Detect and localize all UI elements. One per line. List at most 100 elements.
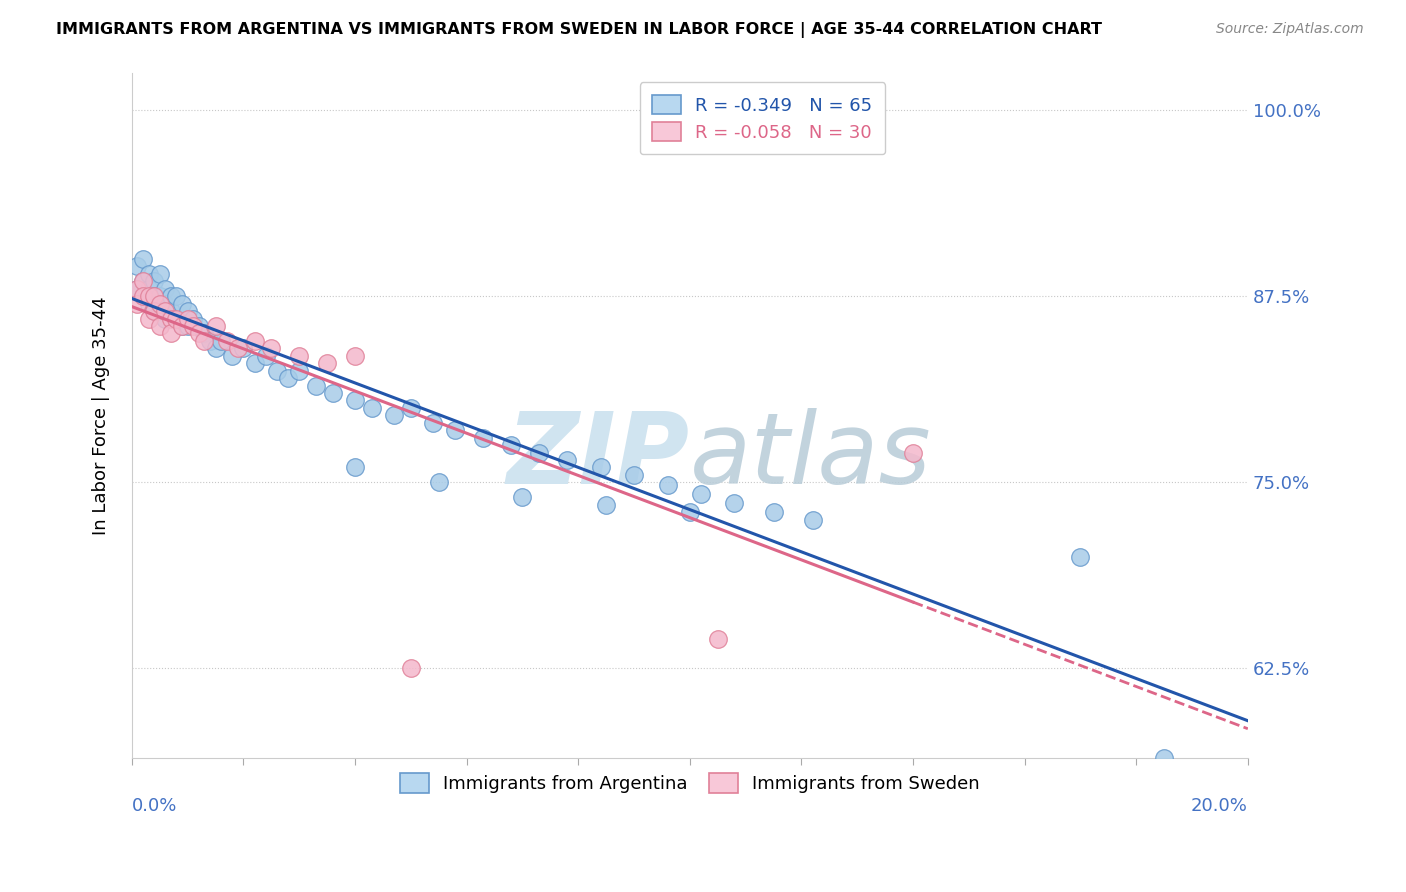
Point: [181, 318, 204, 333]
Point: [444, 423, 467, 437]
Point: [138, 282, 160, 296]
Point: [204, 318, 226, 333]
Point: [344, 349, 367, 363]
Legend: Immigrants from Argentina, Immigrants from Sweden: Immigrants from Argentina, Immigrants fr…: [392, 765, 987, 800]
Point: [160, 311, 183, 326]
Point: [382, 409, 405, 423]
Point: [305, 378, 328, 392]
Point: [149, 289, 172, 303]
Point: [132, 289, 155, 303]
Point: [176, 318, 198, 333]
Point: [166, 311, 188, 326]
Point: [127, 296, 149, 310]
Point: [138, 289, 160, 303]
Point: [288, 349, 311, 363]
Point: [427, 475, 450, 490]
Text: IMMIGRANTS FROM ARGENTINA VS IMMIGRANTS FROM SWEDEN IN LABOR FORCE | AGE 35-44 C: IMMIGRANTS FROM ARGENTINA VS IMMIGRANTS …: [56, 22, 1102, 38]
Point: [132, 289, 155, 303]
Point: [132, 274, 155, 288]
Point: [723, 496, 745, 510]
Point: [215, 334, 238, 348]
Point: [143, 289, 166, 303]
Point: [243, 334, 266, 348]
Point: [243, 356, 266, 370]
Point: [155, 296, 177, 310]
Point: [170, 318, 193, 333]
Point: [555, 453, 578, 467]
Point: [288, 364, 311, 378]
Point: [193, 334, 215, 348]
Point: [155, 311, 177, 326]
Point: [260, 342, 283, 356]
Point: [138, 296, 160, 310]
Point: [266, 364, 288, 378]
Point: [143, 274, 166, 288]
Point: [166, 311, 188, 326]
Point: [193, 326, 215, 341]
Point: [187, 318, 209, 333]
Point: [344, 460, 367, 475]
Point: [762, 505, 785, 519]
Point: [316, 356, 339, 370]
Point: [166, 289, 188, 303]
Point: [127, 260, 149, 274]
Point: [1153, 750, 1175, 764]
Point: [149, 318, 172, 333]
Point: [143, 304, 166, 318]
Text: atlas: atlas: [690, 408, 931, 505]
Point: [1069, 549, 1091, 564]
Point: [679, 505, 702, 519]
Point: [472, 431, 495, 445]
Point: [160, 326, 183, 341]
Point: [132, 274, 155, 288]
Point: [170, 318, 193, 333]
Point: [138, 267, 160, 281]
Point: [187, 326, 209, 341]
Point: [901, 445, 924, 459]
Point: [160, 304, 183, 318]
Point: [149, 296, 172, 310]
Point: [149, 267, 172, 281]
Point: [155, 282, 177, 296]
Text: 0.0%: 0.0%: [132, 797, 177, 814]
Point: [143, 289, 166, 303]
Point: [127, 282, 149, 296]
Text: 20.0%: 20.0%: [1191, 797, 1249, 814]
Point: [138, 311, 160, 326]
Point: [221, 349, 243, 363]
Point: [149, 304, 172, 318]
Point: [132, 252, 155, 266]
Point: [595, 498, 617, 512]
Point: [138, 289, 160, 303]
Point: [706, 632, 728, 646]
Point: [232, 342, 254, 356]
Point: [623, 467, 645, 482]
Text: ZIP: ZIP: [506, 408, 690, 505]
Point: [801, 512, 824, 526]
Point: [399, 661, 422, 675]
Point: [527, 445, 550, 459]
Point: [226, 342, 249, 356]
Point: [657, 478, 679, 492]
Point: [254, 349, 277, 363]
Point: [422, 416, 444, 430]
Point: [360, 401, 382, 415]
Y-axis label: In Labor Force | Age 35-44: In Labor Force | Age 35-44: [93, 296, 110, 534]
Point: [155, 304, 177, 318]
Point: [160, 289, 183, 303]
Point: [176, 311, 198, 326]
Point: [170, 296, 193, 310]
Point: [176, 304, 198, 318]
Point: [143, 304, 166, 318]
Point: [209, 334, 232, 348]
Point: [204, 342, 226, 356]
Point: [277, 371, 299, 385]
Point: [344, 393, 367, 408]
Point: [322, 386, 344, 401]
Point: [198, 334, 221, 348]
Point: [399, 401, 422, 415]
Point: [181, 311, 204, 326]
Point: [512, 490, 534, 504]
Point: [501, 438, 523, 452]
Point: [589, 460, 612, 475]
